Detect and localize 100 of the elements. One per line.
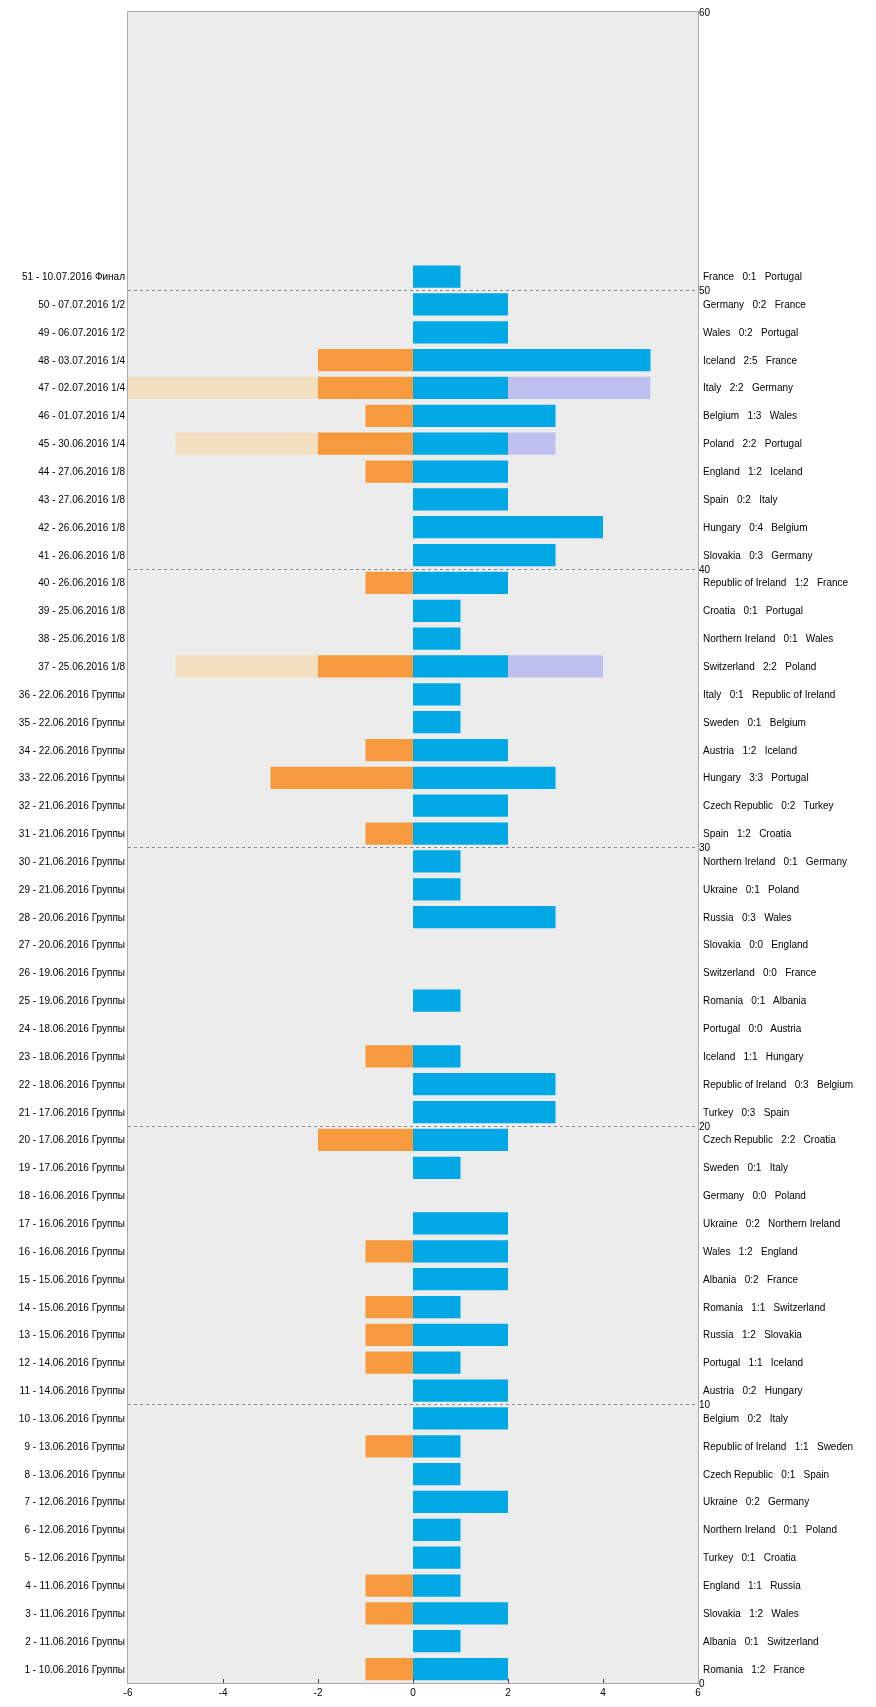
x-tick-label: 2 <box>505 1687 512 1698</box>
x-tick-label: 0 <box>410 1687 417 1698</box>
y-tick-label: 35 - 22.06.2016 Группы <box>18 716 125 728</box>
y-tick-label: 47 - 02.07.2016 1/4 <box>38 382 126 394</box>
text: Austria 0:2 Hungary <box>703 1385 803 1396</box>
text: Russia 1:2 Slovakia <box>703 1329 803 1340</box>
text: Switzerland 0:0 France <box>703 967 817 978</box>
y-tick-label: 16 - 16.06.2016 Группы <box>18 1245 125 1257</box>
x-tick-label: 4 <box>600 1687 607 1698</box>
bar <box>413 348 651 372</box>
y-tick-label: 1 - 10.06.2016 Группы <box>24 1663 125 1675</box>
text: Italy 0:1 Republic of Ireland <box>703 689 836 700</box>
y-tick-label: 7 - 12.06.2016 Группы <box>24 1496 125 1508</box>
bar <box>413 1630 461 1653</box>
y-tick-label: 33 - 22.06.2016 Группы <box>18 772 125 784</box>
y-tick-label: 23 - 18.06.2016 Группы <box>18 1050 125 1062</box>
y-tick-label: 43 - 27.06.2016 1/8 <box>38 493 126 505</box>
y-tick-label: 28 - 20.06.2016 Группы <box>18 911 125 923</box>
bar <box>413 1323 508 1347</box>
text: Poland 2:2 Portugal <box>703 438 802 449</box>
text: Slovakia 1:2 Wales <box>703 1608 799 1619</box>
y-tick-label: 8 - 13.06.2016 Группы <box>24 1468 125 1480</box>
bar <box>413 766 556 790</box>
y-tick-label: 3 - 11.06.2016 Группы <box>25 1607 125 1619</box>
text: Romania 0:1 Albania <box>703 995 807 1006</box>
bar <box>365 1574 413 1597</box>
y-tick-label: 44 - 27.06.2016 1/8 <box>38 466 126 478</box>
bar <box>413 1100 556 1124</box>
bar <box>413 1407 508 1430</box>
y-tick-label: 29 - 21.06.2016 Группы <box>18 883 125 895</box>
bar <box>413 599 461 622</box>
text: Sweden 0:1 Belgium <box>703 717 806 728</box>
y-tick-label: 31 - 21.06.2016 Группы <box>18 828 125 840</box>
y-tick-label: 11 - 14.06.2016 Группы <box>19 1385 125 1397</box>
text: Hungary 0:4 Belgium <box>703 522 808 533</box>
bar <box>413 321 508 344</box>
bar <box>413 1128 508 1152</box>
text: Slovakia 0:3 Germany <box>703 550 813 561</box>
y-tick-label: 25 - 19.06.2016 Группы <box>18 995 125 1007</box>
y-tick-label: 13 - 15.06.2016 Группы <box>18 1329 125 1341</box>
bar <box>413 711 461 734</box>
bar <box>365 1351 413 1374</box>
y-tick-label: 2 - 11.06.2016 Группы <box>25 1635 125 1647</box>
y-tick-label: 20 - 17.06.2016 Группы <box>18 1134 125 1146</box>
bar <box>413 1546 461 1569</box>
bar <box>413 516 603 539</box>
text: Czech Republic 0:1 Spain <box>703 1469 830 1480</box>
text: England 1:2 Iceland <box>703 466 803 477</box>
bar <box>270 766 413 790</box>
text: Turkey 0:3 Spain <box>703 1107 790 1118</box>
bar <box>365 1045 413 1068</box>
bar <box>413 1462 461 1486</box>
text: Italy 2:2 Germany <box>703 382 794 393</box>
bar <box>318 348 413 372</box>
bar <box>413 989 461 1012</box>
bar <box>413 460 508 483</box>
y-tick-label: 37 - 25.06.2016 1/8 <box>38 660 126 672</box>
x-tick-label: -2 <box>313 1687 323 1698</box>
y-tick-label: 41 - 26.06.2016 1/8 <box>38 549 126 561</box>
bar <box>413 1490 508 1514</box>
text: Ukraine 0:2 Germany <box>703 1496 810 1507</box>
text: Spain 1:2 Croatia <box>703 828 792 839</box>
bar <box>413 683 461 706</box>
y-tick-label: 9 - 13.06.2016 Группы <box>24 1440 125 1452</box>
y-tick-label: 10 - 13.06.2016 Группы <box>18 1412 125 1424</box>
y-tick-label: 48 - 03.07.2016 1/4 <box>38 354 126 366</box>
y-tick-label: 26 - 19.06.2016 Группы <box>18 967 125 979</box>
bar <box>413 1657 508 1681</box>
y-tick-label: 36 - 22.06.2016 Группы <box>18 688 125 700</box>
text: Germany 0:2 France <box>703 299 807 310</box>
bar <box>413 878 461 901</box>
bar <box>365 404 413 427</box>
bar <box>413 627 461 650</box>
text: Ukraine 0:2 Northern Ireland <box>703 1218 841 1229</box>
bar <box>413 1240 508 1263</box>
text: Czech Republic 2:2 Croatia <box>703 1134 837 1145</box>
bar <box>413 1602 508 1625</box>
y-tick-label: 42 - 26.06.2016 1/8 <box>38 521 126 533</box>
text: Portugal 1:1 Iceland <box>703 1357 804 1368</box>
text: Albania 0:1 Switzerland <box>703 1636 819 1647</box>
y-tick-label: 40 - 26.06.2016 1/8 <box>38 577 126 589</box>
text: Albania 0:2 France <box>703 1274 799 1285</box>
x-tick-label: -4 <box>218 1687 228 1698</box>
text: Wales 0:2 Portugal <box>703 327 799 338</box>
text: Ukraine 0:1 Poland <box>703 884 800 895</box>
bar <box>413 265 461 288</box>
y-tick-label: 15 - 15.06.2016 Группы <box>18 1273 125 1285</box>
text: Turkey 0:1 Croatia <box>703 1552 797 1563</box>
bar <box>365 571 413 595</box>
bar <box>365 1295 413 1319</box>
y-tick-label: 34 - 22.06.2016 Группы <box>18 744 125 756</box>
text: Republic of Ireland 1:2 France <box>703 577 849 588</box>
text: Northern Ireland 0:1 Germany <box>703 856 847 867</box>
text: Germany 0:0 Poland <box>703 1190 806 1201</box>
y-tick-label: 6 - 12.06.2016 Группы <box>24 1524 125 1536</box>
y-tick-label: 24 - 18.06.2016 Группы <box>18 1023 125 1035</box>
y-tick-label: 38 - 25.06.2016 1/8 <box>38 633 126 645</box>
text: Iceland 2:5 France <box>703 355 798 366</box>
bar <box>413 1073 556 1096</box>
y-tick-label: 39 - 25.06.2016 1/8 <box>38 605 126 617</box>
